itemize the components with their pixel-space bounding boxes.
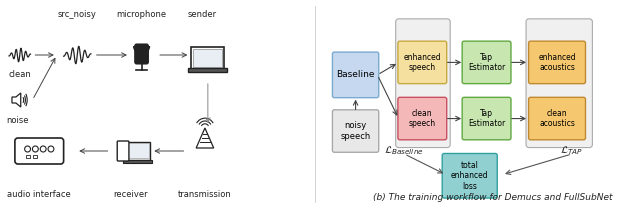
FancyBboxPatch shape — [462, 41, 511, 84]
FancyBboxPatch shape — [123, 160, 152, 163]
FancyBboxPatch shape — [127, 143, 149, 158]
FancyBboxPatch shape — [398, 41, 447, 84]
Text: src_noisy: src_noisy — [58, 10, 97, 19]
FancyBboxPatch shape — [135, 44, 148, 64]
FancyBboxPatch shape — [526, 19, 593, 147]
FancyBboxPatch shape — [396, 19, 450, 147]
Circle shape — [24, 146, 31, 152]
FancyBboxPatch shape — [15, 138, 63, 164]
Circle shape — [33, 146, 38, 152]
Text: sender: sender — [188, 10, 216, 19]
Text: microphone: microphone — [116, 10, 166, 19]
Text: Baseline: Baseline — [337, 70, 375, 79]
FancyBboxPatch shape — [332, 110, 379, 152]
FancyBboxPatch shape — [398, 97, 447, 140]
FancyBboxPatch shape — [117, 141, 129, 161]
Text: enhanced
acoustics: enhanced acoustics — [538, 53, 576, 72]
Text: Tap
Estimator: Tap Estimator — [468, 53, 505, 72]
FancyBboxPatch shape — [462, 97, 511, 140]
FancyBboxPatch shape — [529, 41, 586, 84]
FancyBboxPatch shape — [125, 142, 150, 160]
FancyBboxPatch shape — [188, 68, 227, 72]
FancyBboxPatch shape — [191, 47, 225, 69]
Text: noise: noise — [6, 116, 29, 125]
Text: Tap
Estimator: Tap Estimator — [468, 109, 505, 128]
Circle shape — [48, 146, 54, 152]
Text: clean: clean — [8, 70, 31, 79]
Text: (b) The training workflow for Demucs and FullSubNet: (b) The training workflow for Demucs and… — [373, 193, 612, 202]
FancyBboxPatch shape — [26, 155, 29, 158]
Text: $\mathcal{L}_{Baseline}$: $\mathcal{L}_{Baseline}$ — [385, 144, 424, 157]
Text: receiver: receiver — [113, 190, 148, 199]
Text: clean
speech: clean speech — [409, 109, 436, 128]
FancyBboxPatch shape — [529, 97, 586, 140]
Text: transmission: transmission — [178, 190, 232, 199]
Text: total
enhanced
loss: total enhanced loss — [451, 161, 488, 191]
FancyBboxPatch shape — [33, 155, 37, 158]
Circle shape — [40, 146, 46, 152]
Text: $\mathcal{L}_{TAP}$: $\mathcal{L}_{TAP}$ — [561, 144, 584, 157]
FancyBboxPatch shape — [332, 52, 379, 98]
Text: audio interface: audio interface — [8, 190, 71, 199]
FancyBboxPatch shape — [193, 49, 223, 67]
Text: enhanced
speech: enhanced speech — [403, 53, 441, 72]
FancyBboxPatch shape — [442, 154, 497, 198]
Text: clean
acoustics: clean acoustics — [539, 109, 575, 128]
Text: noisy
speech: noisy speech — [340, 121, 371, 141]
